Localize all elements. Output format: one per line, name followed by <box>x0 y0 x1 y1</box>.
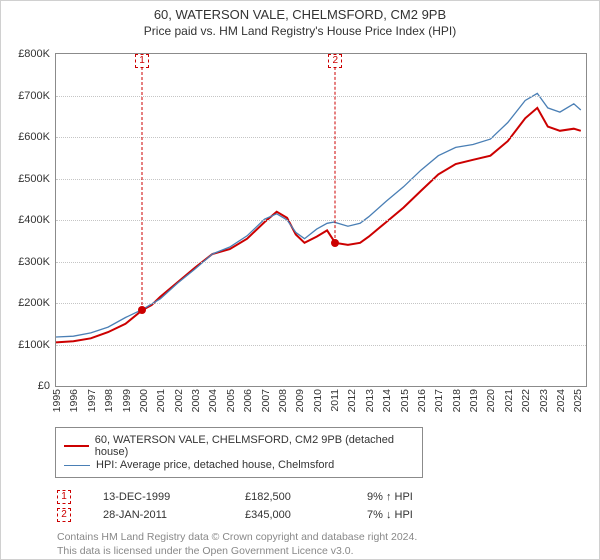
x-tick-label: 2009 <box>294 389 306 412</box>
footer-line-1: Contains HM Land Registry data © Crown c… <box>57 530 587 544</box>
legend-label: HPI: Average price, detached house, Chel… <box>96 459 334 471</box>
x-tick-label: 2010 <box>312 389 324 412</box>
sale-marker-dot <box>331 239 339 247</box>
chart-card: 60, WATERSON VALE, CHELMSFORD, CM2 9PB P… <box>0 0 600 560</box>
x-tick-label: 2016 <box>416 389 428 412</box>
y-tick-label: £500K <box>18 173 50 185</box>
legend-label: 60, WATERSON VALE, CHELMSFORD, CM2 9PB (… <box>95 434 414 458</box>
footer-line-2: This data is licensed under the Open Gov… <box>57 544 587 558</box>
series-line <box>56 93 581 337</box>
chart-plot-area: £0£100K£200K£300K£400K£500K£600K£700K£80… <box>55 53 587 387</box>
x-tick-label: 2011 <box>329 389 341 412</box>
x-tick-label: 2014 <box>381 389 393 412</box>
legend-item: 60, WATERSON VALE, CHELMSFORD, CM2 9PB (… <box>64 434 414 458</box>
x-tick-label: 1997 <box>86 389 98 412</box>
y-tick-label: £700K <box>18 90 50 102</box>
sale-marker-dot <box>138 306 146 314</box>
sale-date: 13-DEC-1999 <box>103 491 213 503</box>
sale-marker-box: 1 <box>135 54 149 68</box>
sale-marker-line <box>142 67 143 310</box>
x-tick-label: 1999 <box>121 389 133 412</box>
y-tick-label: £300K <box>18 256 50 268</box>
title-line-1: 60, WATERSON VALE, CHELMSFORD, CM2 9PB <box>1 7 599 22</box>
gridline <box>56 179 586 180</box>
x-tick-label: 2003 <box>190 389 202 412</box>
legend-swatch <box>64 465 90 466</box>
x-tick-label: 2025 <box>572 389 584 412</box>
sale-marker-line <box>335 67 336 243</box>
sale-price: £345,000 <box>245 509 335 521</box>
x-tick-label: 2000 <box>138 389 150 412</box>
x-tick-label: 2007 <box>260 389 272 412</box>
x-tick-label: 2005 <box>225 389 237 412</box>
x-tick-label: 2019 <box>468 389 480 412</box>
sale-price: £182,500 <box>245 491 335 503</box>
y-tick-label: £100K <box>18 339 50 351</box>
sale-row: 1 13-DEC-1999 £182,500 9% ↑ HPI <box>57 490 587 504</box>
x-tick-label: 2018 <box>451 389 463 412</box>
x-tick-label: 2006 <box>242 389 254 412</box>
y-tick-label: £400K <box>18 214 50 226</box>
x-tick-label: 1996 <box>68 389 80 412</box>
sale-row-marker: 1 <box>57 490 71 504</box>
footer-text: Contains HM Land Registry data © Crown c… <box>57 530 587 558</box>
x-tick-label: 2015 <box>399 389 411 412</box>
sale-row: 2 28-JAN-2011 £345,000 7% ↓ HPI <box>57 508 587 522</box>
sale-date: 28-JAN-2011 <box>103 509 213 521</box>
legend-item: HPI: Average price, detached house, Chel… <box>64 459 414 471</box>
y-tick-label: £0 <box>38 380 50 392</box>
x-tick-label: 1995 <box>51 389 63 412</box>
sale-hpi-delta: 9% ↑ HPI <box>367 491 413 503</box>
series-line <box>56 108 581 343</box>
y-tick-label: £800K <box>18 48 50 60</box>
sale-row-marker: 2 <box>57 508 71 522</box>
gridline <box>56 345 586 346</box>
x-tick-label: 2013 <box>364 389 376 412</box>
x-tick-label: 2023 <box>538 389 550 412</box>
gridline <box>56 220 586 221</box>
x-tick-label: 2017 <box>433 389 445 412</box>
x-tick-label: 1998 <box>103 389 115 412</box>
gridline <box>56 137 586 138</box>
gridline <box>56 96 586 97</box>
x-tick-label: 2020 <box>485 389 497 412</box>
x-tick-label: 2004 <box>207 389 219 412</box>
x-tick-label: 2021 <box>503 389 515 412</box>
sales-list: 1 13-DEC-1999 £182,500 9% ↑ HPI 2 28-JAN-2011… <box>41 490 587 522</box>
title-line-2: Price paid vs. HM Land Registry's House … <box>1 24 599 38</box>
gridline <box>56 303 586 304</box>
x-tick-label: 2008 <box>277 389 289 412</box>
x-tick-label: 2022 <box>520 389 532 412</box>
y-tick-label: £200K <box>18 297 50 309</box>
x-tick-label: 2024 <box>555 389 567 412</box>
chart-footer-block: 60, WATERSON VALE, CHELMSFORD, CM2 9PB (… <box>41 427 587 558</box>
y-tick-label: £600K <box>18 131 50 143</box>
legend-box: 60, WATERSON VALE, CHELMSFORD, CM2 9PB (… <box>55 427 423 478</box>
sale-hpi-delta: 7% ↓ HPI <box>367 509 413 521</box>
gridline <box>56 262 586 263</box>
x-tick-label: 2001 <box>155 389 167 412</box>
title-block: 60, WATERSON VALE, CHELMSFORD, CM2 9PB P… <box>1 1 599 38</box>
x-tick-label: 2002 <box>173 389 185 412</box>
sale-marker-box: 2 <box>328 54 342 68</box>
legend-swatch <box>64 445 89 447</box>
x-tick-label: 2012 <box>346 389 358 412</box>
